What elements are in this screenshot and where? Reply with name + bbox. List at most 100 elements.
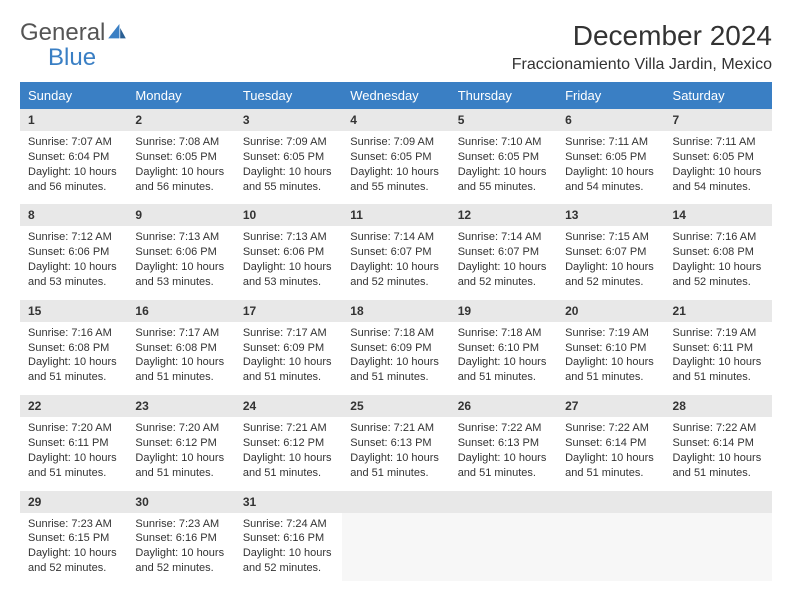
- daylight-text: Daylight: 10 hours and 51 minutes.: [243, 451, 334, 481]
- sunset-text: Sunset: 6:15 PM: [28, 531, 119, 546]
- sunset-text: Sunset: 6:14 PM: [673, 436, 764, 451]
- calendar-cell-body: Sunrise: 7:10 AMSunset: 6:05 PMDaylight:…: [450, 131, 557, 204]
- calendar-cell-header: 18: [342, 300, 449, 322]
- sunrise-text: Sunrise: 7:19 AM: [673, 326, 764, 341]
- calendar-cell-body: [665, 513, 772, 586]
- calendar-body: 1234567Sunrise: 7:07 AMSunset: 6:04 PMDa…: [20, 109, 772, 586]
- day-content: Sunrise: 7:11 AMSunset: 6:05 PMDaylight:…: [557, 131, 664, 204]
- calendar-cell-body: Sunrise: 7:17 AMSunset: 6:08 PMDaylight:…: [127, 322, 234, 395]
- week-daynum-row: 1234567: [20, 109, 772, 131]
- calendar-cell-header: 28: [665, 395, 772, 417]
- day-header: Sunday: [20, 82, 127, 109]
- sunrise-text: Sunrise: 7:24 AM: [243, 517, 334, 532]
- calendar-cell-header: 11: [342, 204, 449, 226]
- day-content: Sunrise: 7:16 AMSunset: 6:08 PMDaylight:…: [20, 322, 127, 395]
- calendar-cell-body: Sunrise: 7:24 AMSunset: 6:16 PMDaylight:…: [235, 513, 342, 586]
- day-number: 26: [450, 395, 557, 417]
- day-content: Sunrise: 7:15 AMSunset: 6:07 PMDaylight:…: [557, 226, 664, 299]
- sunrise-text: Sunrise: 7:18 AM: [350, 326, 441, 341]
- calendar-cell-body: Sunrise: 7:19 AMSunset: 6:10 PMDaylight:…: [557, 322, 664, 395]
- page-title: December 2024: [512, 20, 772, 52]
- sunset-text: Sunset: 6:05 PM: [350, 150, 441, 165]
- calendar-cell-header: 10: [235, 204, 342, 226]
- daylight-text: Daylight: 10 hours and 51 minutes.: [135, 355, 226, 385]
- calendar-cell-header: 20: [557, 300, 664, 322]
- sunrise-text: Sunrise: 7:23 AM: [28, 517, 119, 532]
- day-number: 13: [557, 204, 664, 226]
- day-number: 16: [127, 300, 234, 322]
- day-number: 21: [665, 300, 772, 322]
- logo-text-second: Blue: [48, 44, 96, 71]
- sunset-text: Sunset: 6:05 PM: [673, 150, 764, 165]
- calendar-cell-header: [450, 491, 557, 513]
- calendar-cell-body: Sunrise: 7:15 AMSunset: 6:07 PMDaylight:…: [557, 226, 664, 299]
- day-content: Sunrise: 7:08 AMSunset: 6:05 PMDaylight:…: [127, 131, 234, 204]
- sunrise-text: Sunrise: 7:09 AM: [350, 135, 441, 150]
- day-number-empty: [665, 491, 772, 513]
- daylight-text: Daylight: 10 hours and 53 minutes.: [135, 260, 226, 290]
- calendar-cell-body: Sunrise: 7:17 AMSunset: 6:09 PMDaylight:…: [235, 322, 342, 395]
- day-number: 20: [557, 300, 664, 322]
- sunrise-text: Sunrise: 7:18 AM: [458, 326, 549, 341]
- day-number: 7: [665, 109, 772, 131]
- calendar-cell-header: 1: [20, 109, 127, 131]
- calendar-cell-header: 3: [235, 109, 342, 131]
- sunrise-text: Sunrise: 7:22 AM: [565, 421, 656, 436]
- calendar-cell-body: Sunrise: 7:07 AMSunset: 6:04 PMDaylight:…: [20, 131, 127, 204]
- day-number: 1: [20, 109, 127, 131]
- day-number: 18: [342, 300, 449, 322]
- daylight-text: Daylight: 10 hours and 51 minutes.: [673, 451, 764, 481]
- daylight-text: Daylight: 10 hours and 55 minutes.: [458, 165, 549, 195]
- day-content: Sunrise: 7:19 AMSunset: 6:10 PMDaylight:…: [557, 322, 664, 395]
- sunrise-text: Sunrise: 7:15 AM: [565, 230, 656, 245]
- sunset-text: Sunset: 6:16 PM: [243, 531, 334, 546]
- calendar-cell-body: Sunrise: 7:22 AMSunset: 6:13 PMDaylight:…: [450, 417, 557, 490]
- daylight-text: Daylight: 10 hours and 51 minutes.: [243, 355, 334, 385]
- day-number: 19: [450, 300, 557, 322]
- calendar-cell-header: 2: [127, 109, 234, 131]
- day-number: 31: [235, 491, 342, 513]
- sunrise-text: Sunrise: 7:21 AM: [243, 421, 334, 436]
- sunrise-text: Sunrise: 7:12 AM: [28, 230, 119, 245]
- calendar-cell-body: Sunrise: 7:12 AMSunset: 6:06 PMDaylight:…: [20, 226, 127, 299]
- sunset-text: Sunset: 6:07 PM: [350, 245, 441, 260]
- day-header: Thursday: [450, 82, 557, 109]
- daylight-text: Daylight: 10 hours and 51 minutes.: [565, 451, 656, 481]
- day-content-empty: [665, 513, 772, 581]
- day-content: Sunrise: 7:23 AMSunset: 6:15 PMDaylight:…: [20, 513, 127, 586]
- daylight-text: Daylight: 10 hours and 51 minutes.: [458, 355, 549, 385]
- calendar-table: Sunday Monday Tuesday Wednesday Thursday…: [20, 82, 772, 586]
- sunset-text: Sunset: 6:05 PM: [135, 150, 226, 165]
- daylight-text: Daylight: 10 hours and 55 minutes.: [243, 165, 334, 195]
- day-content: Sunrise: 7:20 AMSunset: 6:12 PMDaylight:…: [127, 417, 234, 490]
- day-number: 17: [235, 300, 342, 322]
- sunrise-text: Sunrise: 7:22 AM: [673, 421, 764, 436]
- day-content: Sunrise: 7:21 AMSunset: 6:12 PMDaylight:…: [235, 417, 342, 490]
- daylight-text: Daylight: 10 hours and 52 minutes.: [28, 546, 119, 576]
- daylight-text: Daylight: 10 hours and 52 minutes.: [673, 260, 764, 290]
- sunrise-text: Sunrise: 7:16 AM: [28, 326, 119, 341]
- sunset-text: Sunset: 6:12 PM: [243, 436, 334, 451]
- sunset-text: Sunset: 6:05 PM: [565, 150, 656, 165]
- sunrise-text: Sunrise: 7:20 AM: [28, 421, 119, 436]
- calendar-cell-body: Sunrise: 7:14 AMSunset: 6:07 PMDaylight:…: [342, 226, 449, 299]
- day-number: 24: [235, 395, 342, 417]
- calendar-cell-header: 14: [665, 204, 772, 226]
- sunset-text: Sunset: 6:06 PM: [243, 245, 334, 260]
- daylight-text: Daylight: 10 hours and 51 minutes.: [350, 451, 441, 481]
- calendar-cell-header: 22: [20, 395, 127, 417]
- calendar-cell-header: [342, 491, 449, 513]
- sunrise-text: Sunrise: 7:17 AM: [243, 326, 334, 341]
- sunrise-text: Sunrise: 7:14 AM: [350, 230, 441, 245]
- day-number: 29: [20, 491, 127, 513]
- day-content-empty: [342, 513, 449, 581]
- day-number: 4: [342, 109, 449, 131]
- sunset-text: Sunset: 6:08 PM: [135, 341, 226, 356]
- day-header-row: Sunday Monday Tuesday Wednesday Thursday…: [20, 82, 772, 109]
- daylight-text: Daylight: 10 hours and 52 minutes.: [458, 260, 549, 290]
- day-number: 23: [127, 395, 234, 417]
- sunrise-text: Sunrise: 7:17 AM: [135, 326, 226, 341]
- calendar-cell-body: Sunrise: 7:20 AMSunset: 6:12 PMDaylight:…: [127, 417, 234, 490]
- day-number: 12: [450, 204, 557, 226]
- day-content: Sunrise: 7:18 AMSunset: 6:09 PMDaylight:…: [342, 322, 449, 395]
